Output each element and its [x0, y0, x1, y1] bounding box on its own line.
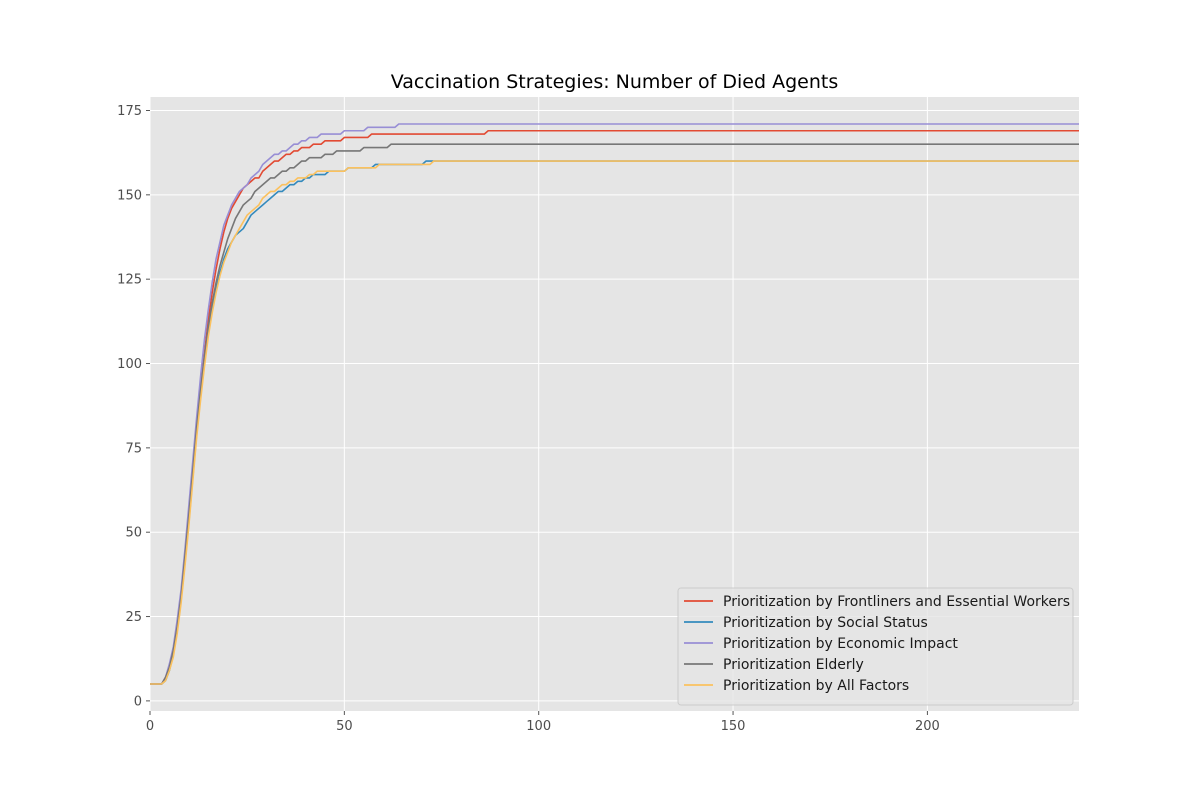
x-tick-label: 0 — [146, 719, 154, 734]
legend-label: Prioritization Elderly — [723, 657, 864, 673]
y-tick-label: 125 — [117, 273, 142, 288]
x-tick-label: 100 — [526, 719, 551, 734]
y-tick-label: 0 — [134, 694, 142, 709]
legend-label: Prioritization by All Factors — [723, 678, 909, 694]
y-tick-label: 175 — [117, 104, 142, 119]
x-tick-label: 50 — [336, 719, 353, 734]
series-line-4 — [150, 143, 1079, 685]
legend-label: Prioritization by Frontliners and Essent… — [723, 594, 1070, 610]
y-tick-label: 75 — [125, 441, 142, 456]
legend: Prioritization by Frontliners and Essent… — [677, 587, 1074, 706]
chart-title: Vaccination Strategies: Number of Died A… — [391, 71, 838, 93]
x-tick-label: 150 — [721, 719, 746, 734]
legend-box — [677, 587, 1074, 706]
y-tick-label: 50 — [125, 526, 142, 541]
legend-label: Prioritization by Economic Impact — [723, 636, 958, 652]
y-tick-label: 150 — [117, 188, 142, 203]
y-tick-label: 25 — [125, 610, 142, 625]
series-line-5 — [150, 160, 1079, 685]
y-tick-label: 100 — [117, 357, 142, 372]
series-lines — [150, 123, 1079, 685]
legend-label: Prioritization by Social Status — [723, 615, 928, 631]
series-line-3 — [150, 123, 1079, 685]
x-tick-label: 200 — [915, 719, 940, 734]
axis-ticks: 0 50 100 150 200 0 25 50 75 100 125 150 175 — [117, 104, 940, 734]
